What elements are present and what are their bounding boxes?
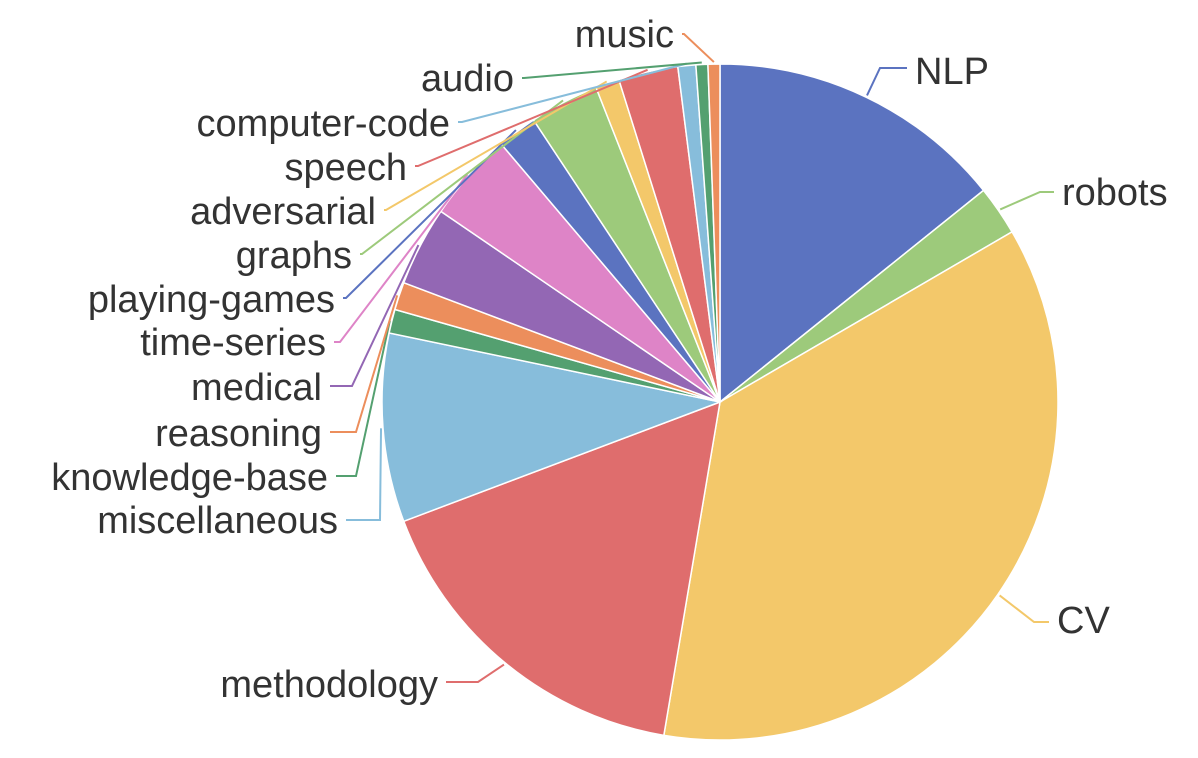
- leader-line-reasoning: [330, 295, 399, 433]
- leader-line-adversarial: [384, 80, 608, 211]
- slice-label-miscellaneous: miscellaneous: [97, 500, 338, 542]
- leader-line-miscellaneous: [346, 428, 383, 521]
- pie-slice-nlp: [719, 63, 985, 404]
- slice-label-methodology: methodology: [220, 664, 438, 706]
- slice-label-playing-games: playing-games: [88, 279, 335, 321]
- pie-slice-music: [707, 63, 721, 403]
- slice-label-knowledge-base: knowledge-base: [51, 457, 328, 499]
- leader-line-medical: [330, 244, 420, 387]
- leader-line-computer-code: [458, 62, 687, 123]
- pie-slices: [381, 63, 1059, 741]
- leader-line-speech: [415, 68, 648, 167]
- slice-label-cv: CV: [1057, 600, 1110, 642]
- slice-label-music: music: [575, 14, 674, 56]
- leader-line-audio: [522, 61, 702, 79]
- leader-line-time-series: [334, 173, 469, 343]
- pie-slice-miscellaneous: [381, 332, 723, 523]
- pie-slice-methodology: [402, 400, 721, 737]
- leader-line-playing-games: [343, 129, 517, 299]
- pie-labels: NLP robots CV methodology miscellaneousknowl…: [51, 14, 1167, 706]
- leader-line-cv: [999, 594, 1049, 623]
- leader-line-robots: [999, 191, 1054, 211]
- pie-leader-lines: [330, 33, 1054, 683]
- slice-label-audio: audio: [421, 58, 514, 100]
- slice-label-reasoning: reasoning: [155, 413, 322, 455]
- slice-label-speech: speech: [284, 147, 407, 189]
- leader-line-music: [682, 33, 715, 63]
- slice-label-medical: medical: [191, 367, 322, 409]
- slice-label-nlp: NLP: [915, 51, 989, 93]
- leader-line-methodology: [446, 663, 505, 683]
- slice-label-robots: robots: [1062, 172, 1168, 214]
- slice-label-adversarial: adversarial: [190, 191, 376, 233]
- leader-line-knowledge-base: [336, 320, 391, 477]
- leader-line-graphs: [360, 99, 564, 255]
- leader-line-nlp: [866, 67, 907, 96]
- slice-label-computer-code: computer-code: [197, 103, 450, 145]
- pie-slice-cv: [662, 230, 1059, 741]
- slice-label-time-series: time-series: [140, 322, 326, 364]
- slice-label-graphs: graphs: [236, 235, 352, 277]
